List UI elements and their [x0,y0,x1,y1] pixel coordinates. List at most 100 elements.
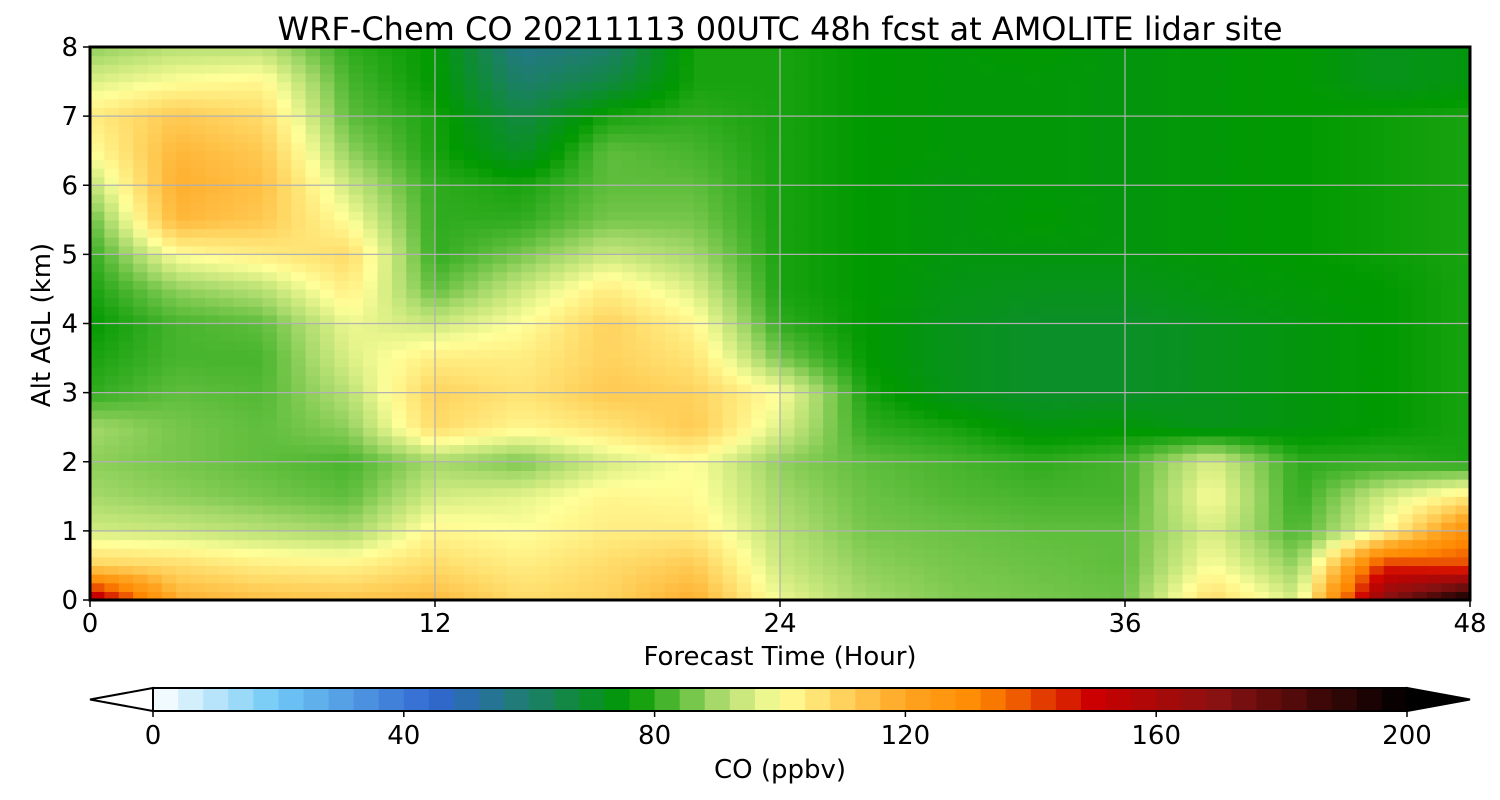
heatmap-cell [880,366,896,376]
heatmap-cell [420,479,436,489]
heatmap-cell [1297,349,1313,359]
heatmap-cell [463,306,479,316]
heatmap-cell [1024,401,1040,411]
heatmap-cell [1225,504,1241,515]
heatmap-cell [176,582,192,592]
heatmap-cell [1326,358,1342,368]
heatmap-cell [420,297,436,307]
heatmap-cell [104,435,120,446]
heatmap-cell [1268,323,1284,333]
heatmap-cell [1225,383,1241,394]
heatmap-cell [291,401,307,411]
heatmap-cell [1182,418,1198,428]
heatmap-cell [262,159,278,169]
heatmap-cell [363,409,379,420]
heatmap-cell [1139,211,1155,221]
heatmap-cell [952,574,968,584]
heatmap-cell [607,263,623,273]
heatmap-cell [161,263,177,273]
heatmap-cell [219,487,235,497]
heatmap-cell [751,479,767,489]
heatmap-cell [1326,392,1342,402]
heatmap-cell [1067,574,1083,584]
heatmap-cell [161,513,177,523]
heatmap-cell [1024,565,1040,575]
heatmap-cell [348,366,364,376]
heatmap-cell [621,306,637,316]
heatmap-cell [1412,565,1428,575]
heatmap-cell [1326,435,1342,446]
heatmap-cell [1081,167,1097,178]
heatmap-cell [722,504,738,515]
heatmap-cell [320,539,335,549]
heatmap-cell [1225,314,1241,325]
heatmap-cell [938,245,954,255]
heatmap-cell [190,383,206,394]
heatmap-cell [305,392,321,402]
heatmap-cell [363,582,379,592]
heatmap-cell [147,297,163,307]
heatmap-cell [650,211,666,221]
heatmap-cell [866,427,882,437]
heatmap-cell [780,530,795,541]
heatmap-cell [564,280,580,290]
heatmap-cell [1081,409,1097,420]
heatmap-cell [1182,167,1198,178]
heatmap-cell [1254,513,1270,523]
heatmap-cell [435,401,450,411]
heatmap-cell [90,340,105,351]
heatmap-cell [981,366,997,376]
heatmap-cell [851,332,867,342]
heatmap-cell [305,323,321,333]
heatmap-cell [1268,556,1284,567]
heatmap-cell [363,461,379,471]
heatmap-cell [952,306,968,316]
heatmap-cell [1081,314,1097,325]
heatmap-cell [1311,297,1327,307]
heatmap-cell [276,530,292,541]
heatmap-cell [463,487,479,497]
heatmap-cell [104,513,120,523]
heatmap-cell [1168,280,1184,290]
heatmap-cell [765,383,781,394]
heatmap-cell [463,280,479,290]
heatmap-cell [938,167,954,178]
heatmap-cell [535,470,551,480]
heatmap-cell [780,409,795,420]
heatmap-cell [1196,228,1212,238]
heatmap-cell [952,150,968,160]
heatmap-cell [564,228,580,238]
heatmap-cell [1311,349,1327,359]
heatmap-cell [1010,504,1025,515]
heatmap-cell [320,185,335,195]
heatmap-cell [435,297,450,307]
heatmap-cell [1125,358,1140,368]
heatmap-cell [1196,349,1212,359]
heatmap-cell [880,591,896,600]
heatmap-cell [449,522,465,532]
heatmap-cell [1096,530,1112,541]
heatmap-cell [478,487,494,497]
heatmap-cell [291,383,307,394]
heatmap-cell [1455,366,1470,376]
heatmap-cell [535,288,551,299]
heatmap-cell [708,323,724,333]
heatmap-cell [1311,401,1327,411]
heatmap-cell [1010,427,1025,437]
heatmap-cell [995,470,1011,480]
heatmap-cell [909,349,925,359]
heatmap-cell [679,392,695,402]
heatmap-cell [564,323,580,333]
heatmap-cell [794,565,810,575]
heatmap-cell [1326,167,1342,178]
heatmap-cell [118,332,134,342]
heatmap-cell [334,193,350,204]
heatmap-cell [808,453,824,463]
heatmap-cell [1441,176,1457,186]
heatmap-cell [262,556,278,567]
heatmap-cell [866,522,882,532]
heatmap-cell [780,401,795,411]
heatmap-cell [147,219,163,230]
heatmap-cell [981,271,997,281]
heatmap-cell [837,375,853,385]
